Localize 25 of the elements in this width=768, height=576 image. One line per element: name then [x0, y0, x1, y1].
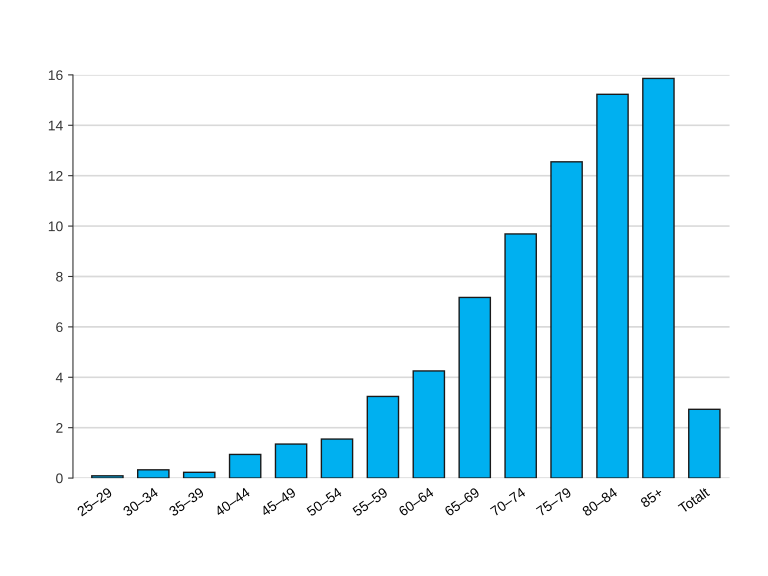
y-tick-label: 12 [48, 171, 63, 181]
bar [412, 370, 446, 478]
y-tick-label: 4 [56, 372, 63, 382]
bar [228, 454, 262, 478]
y-tick-label: 2 [56, 423, 63, 433]
y-tick-label: 10 [48, 221, 63, 232]
y-tick-label: 6 [56, 322, 63, 332]
bar [366, 396, 400, 478]
x-tick-label: 85+ [640, 487, 664, 508]
bar [274, 443, 308, 478]
bar [458, 296, 492, 478]
y-tick-label: 16 [48, 70, 63, 80]
bar [320, 438, 354, 478]
bar [504, 233, 537, 478]
bar [550, 161, 583, 478]
bar [596, 94, 629, 478]
x-tick-label: Totalt [677, 486, 710, 514]
y-tick-label: 14 [48, 120, 63, 130]
bar [642, 78, 675, 478]
bar [182, 472, 216, 478]
bar [91, 475, 124, 478]
bar [688, 408, 721, 478]
bar [137, 469, 170, 478]
y-tick-label: 8 [56, 272, 63, 282]
y-tick-label: 0 [56, 473, 63, 484]
